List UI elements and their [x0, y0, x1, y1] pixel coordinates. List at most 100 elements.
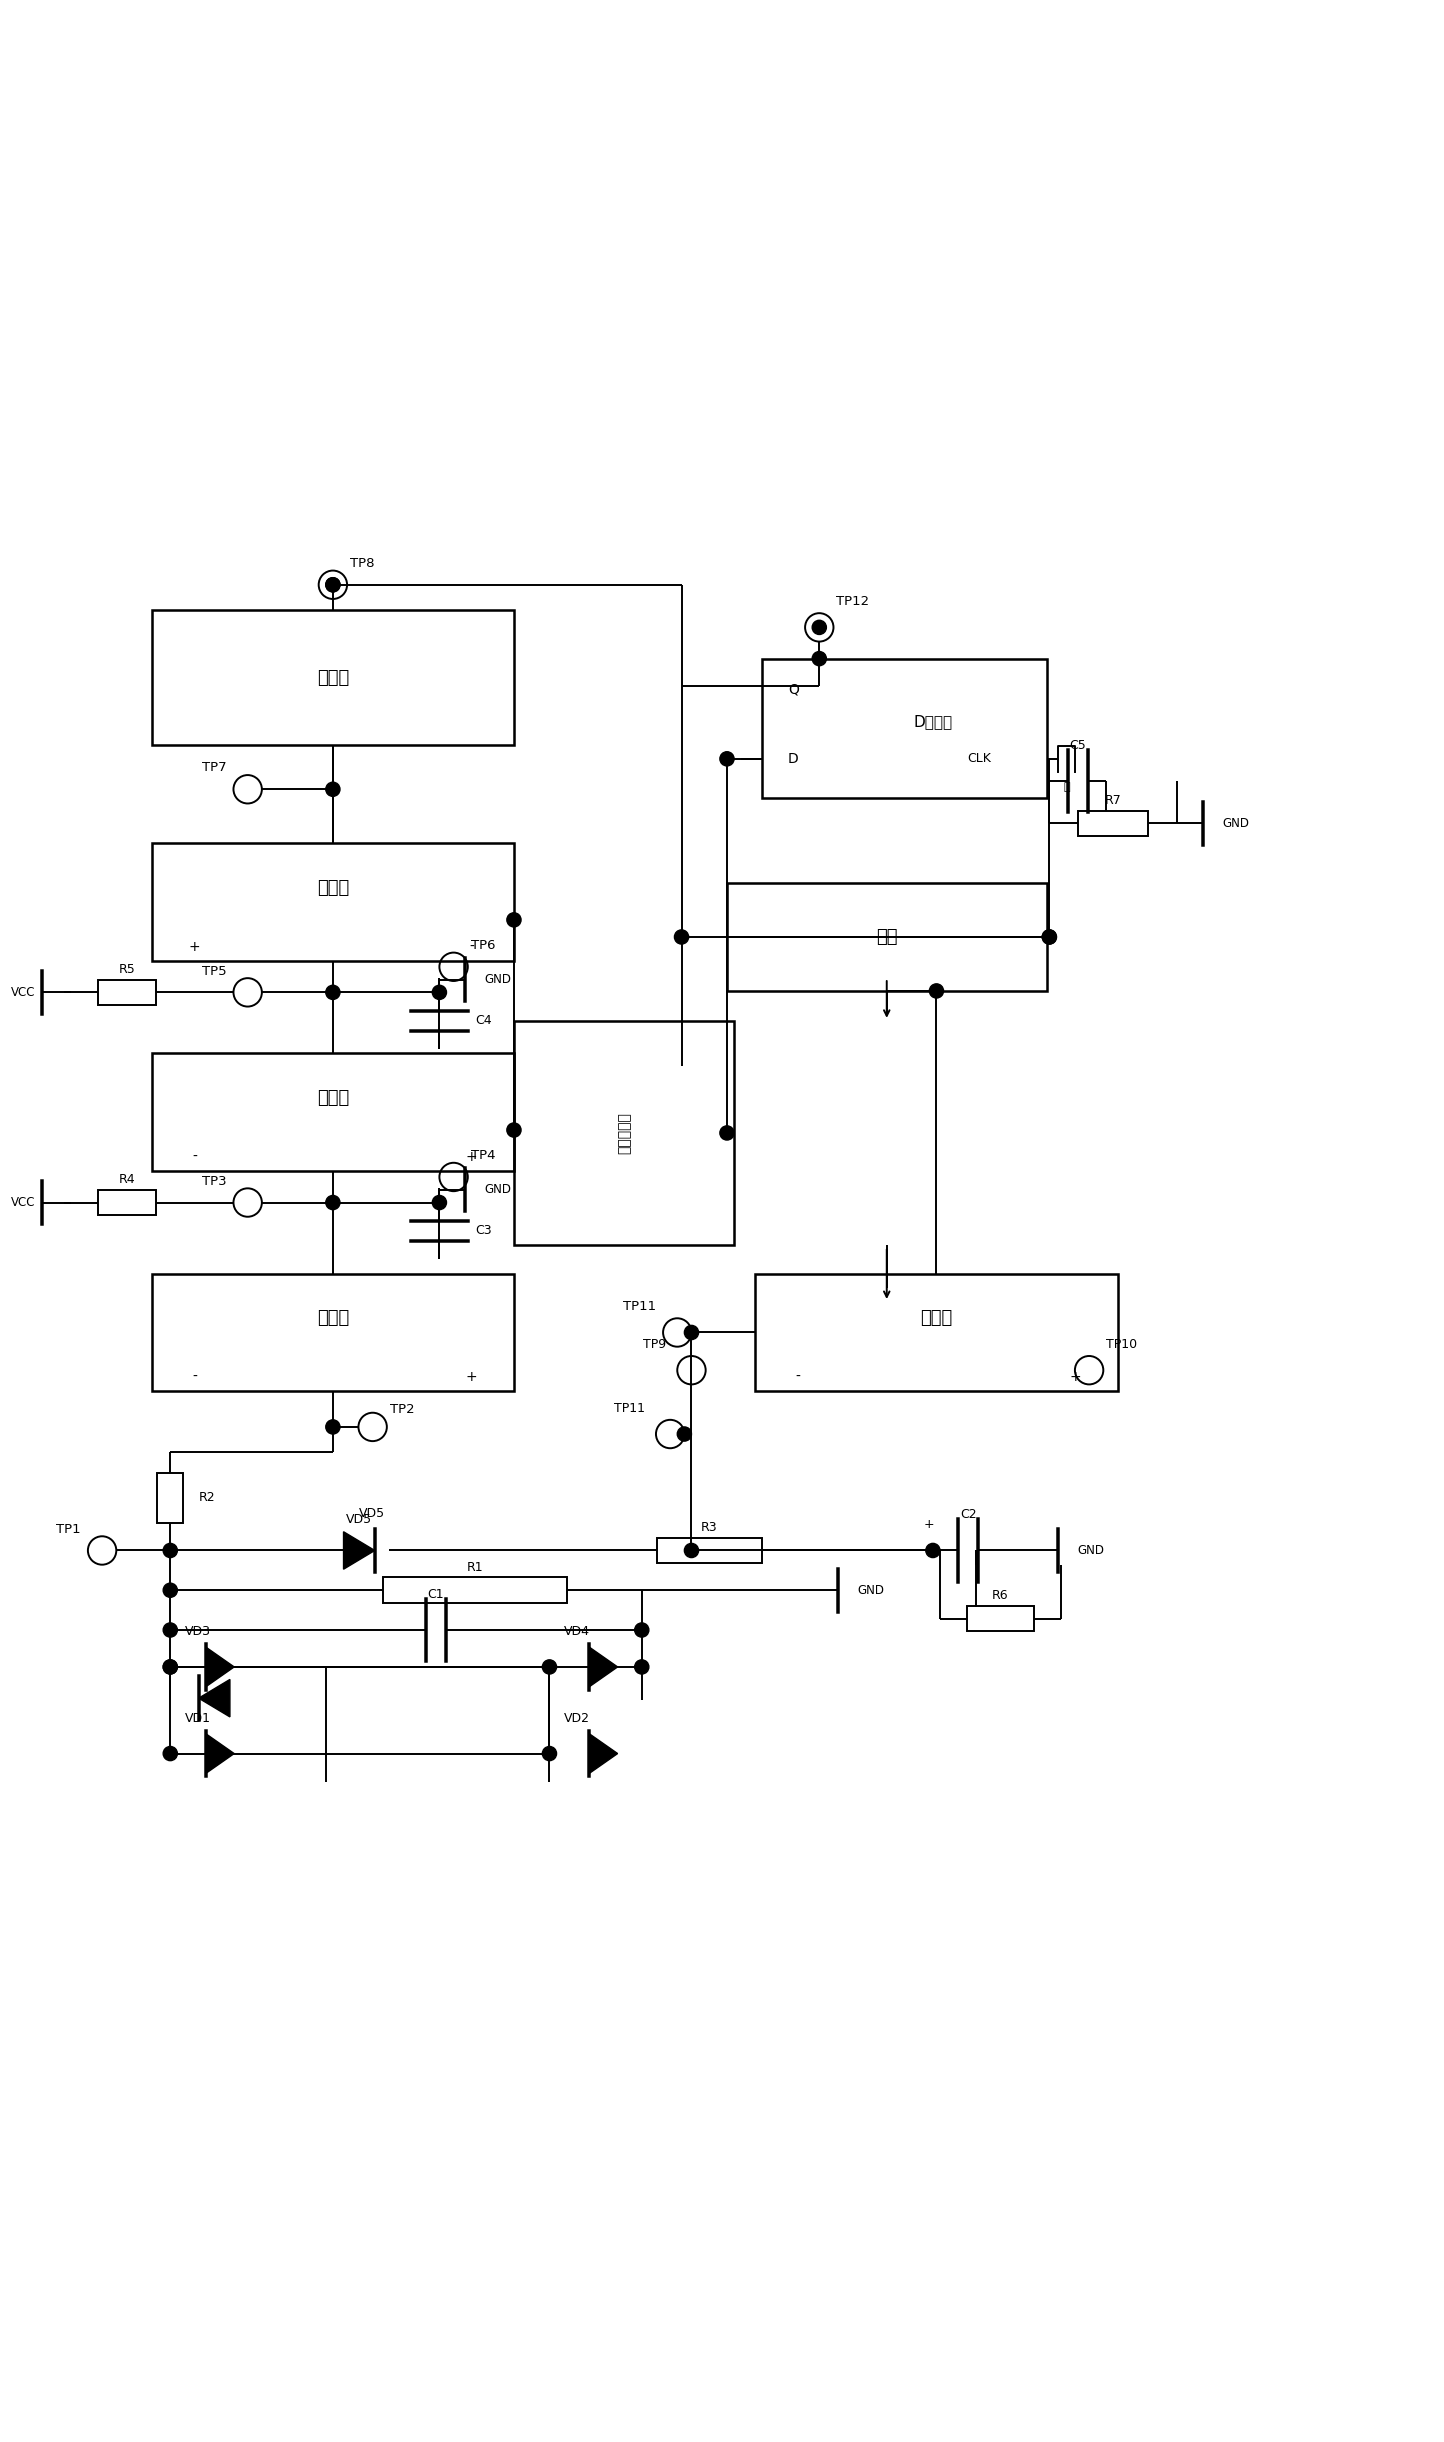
Text: C3: C3 [475, 1223, 491, 1238]
Bar [514, 1021, 734, 1245]
Text: R7: R7 [1105, 794, 1122, 808]
Text: +: + [465, 1150, 477, 1165]
Circle shape [507, 1123, 521, 1138]
Bar [967, 1607, 1034, 1631]
Text: GND: GND [1077, 1543, 1105, 1558]
Circle shape [812, 652, 826, 667]
Polygon shape [206, 1646, 234, 1687]
Text: D触发器: D触发器 [914, 713, 953, 728]
Text: 正反馈电路: 正反馈电路 [617, 1111, 631, 1155]
Text: TP7: TP7 [202, 762, 227, 774]
Circle shape [326, 579, 339, 591]
Text: R1: R1 [466, 1560, 484, 1575]
Circle shape [635, 1661, 648, 1675]
Text: TP1: TP1 [56, 1524, 81, 1536]
Circle shape [432, 1197, 446, 1209]
Text: 门限二: 门限二 [316, 1089, 349, 1106]
Text: 门限四: 门限四 [920, 1309, 953, 1328]
Text: TP8: TP8 [349, 557, 374, 569]
Text: 倒相器: 倒相器 [316, 669, 349, 686]
Bar [726, 884, 1047, 991]
Text: TP12: TP12 [836, 596, 869, 608]
Text: CLK: CLK [967, 752, 991, 764]
Circle shape [1043, 930, 1057, 945]
Text: C1: C1 [427, 1587, 445, 1602]
Text: -: - [192, 1370, 196, 1385]
Circle shape [1043, 930, 1057, 945]
Bar [157, 1473, 183, 1524]
Text: 正: 正 [1063, 781, 1070, 791]
Bar [762, 659, 1047, 799]
Text: -: - [192, 1150, 196, 1165]
Polygon shape [199, 1680, 230, 1717]
Circle shape [163, 1582, 178, 1597]
Polygon shape [589, 1646, 618, 1687]
Text: VD1: VD1 [185, 1712, 211, 1724]
Bar [152, 610, 514, 745]
Polygon shape [589, 1734, 618, 1773]
Bar [152, 1053, 514, 1172]
Text: GND: GND [485, 1184, 511, 1197]
Circle shape [326, 781, 339, 796]
Text: GND: GND [485, 972, 511, 987]
Text: TP5: TP5 [202, 965, 227, 977]
Bar [383, 1578, 566, 1602]
Circle shape [926, 1543, 940, 1558]
Circle shape [684, 1543, 699, 1558]
Text: VCC: VCC [12, 1197, 35, 1209]
Text: -: - [796, 1370, 800, 1385]
Text: VD2: VD2 [563, 1712, 589, 1724]
Bar [152, 1275, 514, 1392]
Text: TP9: TP9 [643, 1338, 666, 1350]
Text: TP10: TP10 [1106, 1338, 1138, 1350]
Text: +: + [923, 1519, 934, 1531]
Circle shape [163, 1624, 178, 1636]
Text: 或门: 或门 [877, 928, 898, 945]
Text: VD5: VD5 [347, 1512, 373, 1526]
Text: R6: R6 [992, 1590, 1009, 1602]
Text: R2: R2 [199, 1492, 215, 1504]
Polygon shape [344, 1531, 375, 1570]
Text: R3: R3 [700, 1521, 718, 1534]
Text: Q: Q [788, 681, 799, 696]
Text: TP4: TP4 [471, 1150, 495, 1162]
Text: VD5: VD5 [360, 1507, 386, 1519]
Bar [755, 1275, 1118, 1392]
Text: GND: GND [858, 1585, 885, 1597]
Circle shape [684, 1326, 699, 1341]
Circle shape [721, 752, 734, 767]
Text: TP11: TP11 [614, 1402, 644, 1414]
Text: +: + [189, 940, 201, 955]
Text: GND: GND [1223, 818, 1249, 830]
Circle shape [507, 913, 521, 928]
Text: TP6: TP6 [471, 940, 495, 952]
Text: VD4: VD4 [563, 1624, 589, 1639]
Circle shape [326, 579, 339, 591]
Text: C2: C2 [960, 1509, 976, 1521]
Circle shape [326, 1419, 339, 1433]
Text: TP3: TP3 [202, 1175, 227, 1187]
Text: +: + [1069, 1370, 1080, 1385]
Circle shape [930, 984, 943, 999]
Circle shape [543, 1746, 556, 1761]
Text: +: + [465, 1370, 477, 1385]
Circle shape [326, 984, 339, 999]
Polygon shape [206, 1734, 234, 1773]
Text: D: D [788, 752, 799, 767]
Bar [152, 842, 514, 962]
Text: TP11: TP11 [622, 1302, 656, 1314]
Bar [98, 979, 156, 1006]
Circle shape [432, 984, 446, 999]
Bar [657, 1538, 762, 1563]
Circle shape [677, 1426, 692, 1441]
Text: -: - [469, 940, 474, 955]
Circle shape [543, 1661, 556, 1675]
Text: R5: R5 [118, 962, 136, 977]
Bar [98, 1189, 156, 1216]
Circle shape [163, 1746, 178, 1761]
Text: 门限一: 门限一 [316, 1309, 349, 1328]
Text: VCC: VCC [12, 987, 35, 999]
Text: C4: C4 [475, 1013, 491, 1028]
Text: R4: R4 [118, 1172, 136, 1187]
Text: VD3: VD3 [185, 1624, 211, 1639]
